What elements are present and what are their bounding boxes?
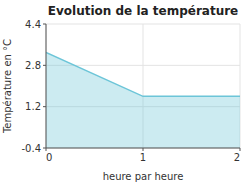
grid-line-x bbox=[46, 24, 47, 148]
line bbox=[46, 52, 240, 96]
area bbox=[46, 52, 240, 148]
y-tick-label: 4.4 bbox=[25, 19, 41, 30]
chart: -0.4 1.2 2.8 4.4 0 1 2 Evolution de la températ… bbox=[0, 0, 250, 188]
x-tick bbox=[143, 148, 144, 151]
y-tick bbox=[43, 24, 46, 25]
y-tick-label: 2.8 bbox=[25, 60, 41, 71]
plot-area bbox=[46, 52, 240, 148]
y-tick bbox=[43, 65, 46, 66]
title: Evolution de la température bbox=[48, 4, 239, 18]
x-tick-label: 2 bbox=[234, 152, 240, 163]
y-tick-label: 1.2 bbox=[25, 101, 41, 112]
grid bbox=[46, 24, 240, 148]
x-axis-label: heure par heure bbox=[103, 171, 184, 182]
y-tick-label: -0.4 bbox=[21, 143, 41, 154]
x-tick-label: 0 bbox=[46, 152, 52, 163]
x-tick bbox=[240, 148, 241, 151]
y-axis bbox=[46, 24, 47, 148]
x-tick bbox=[46, 148, 47, 151]
y-tick bbox=[43, 106, 46, 107]
x-tick-label: 1 bbox=[140, 152, 146, 163]
y-axis-label: Température en °C bbox=[2, 39, 13, 134]
